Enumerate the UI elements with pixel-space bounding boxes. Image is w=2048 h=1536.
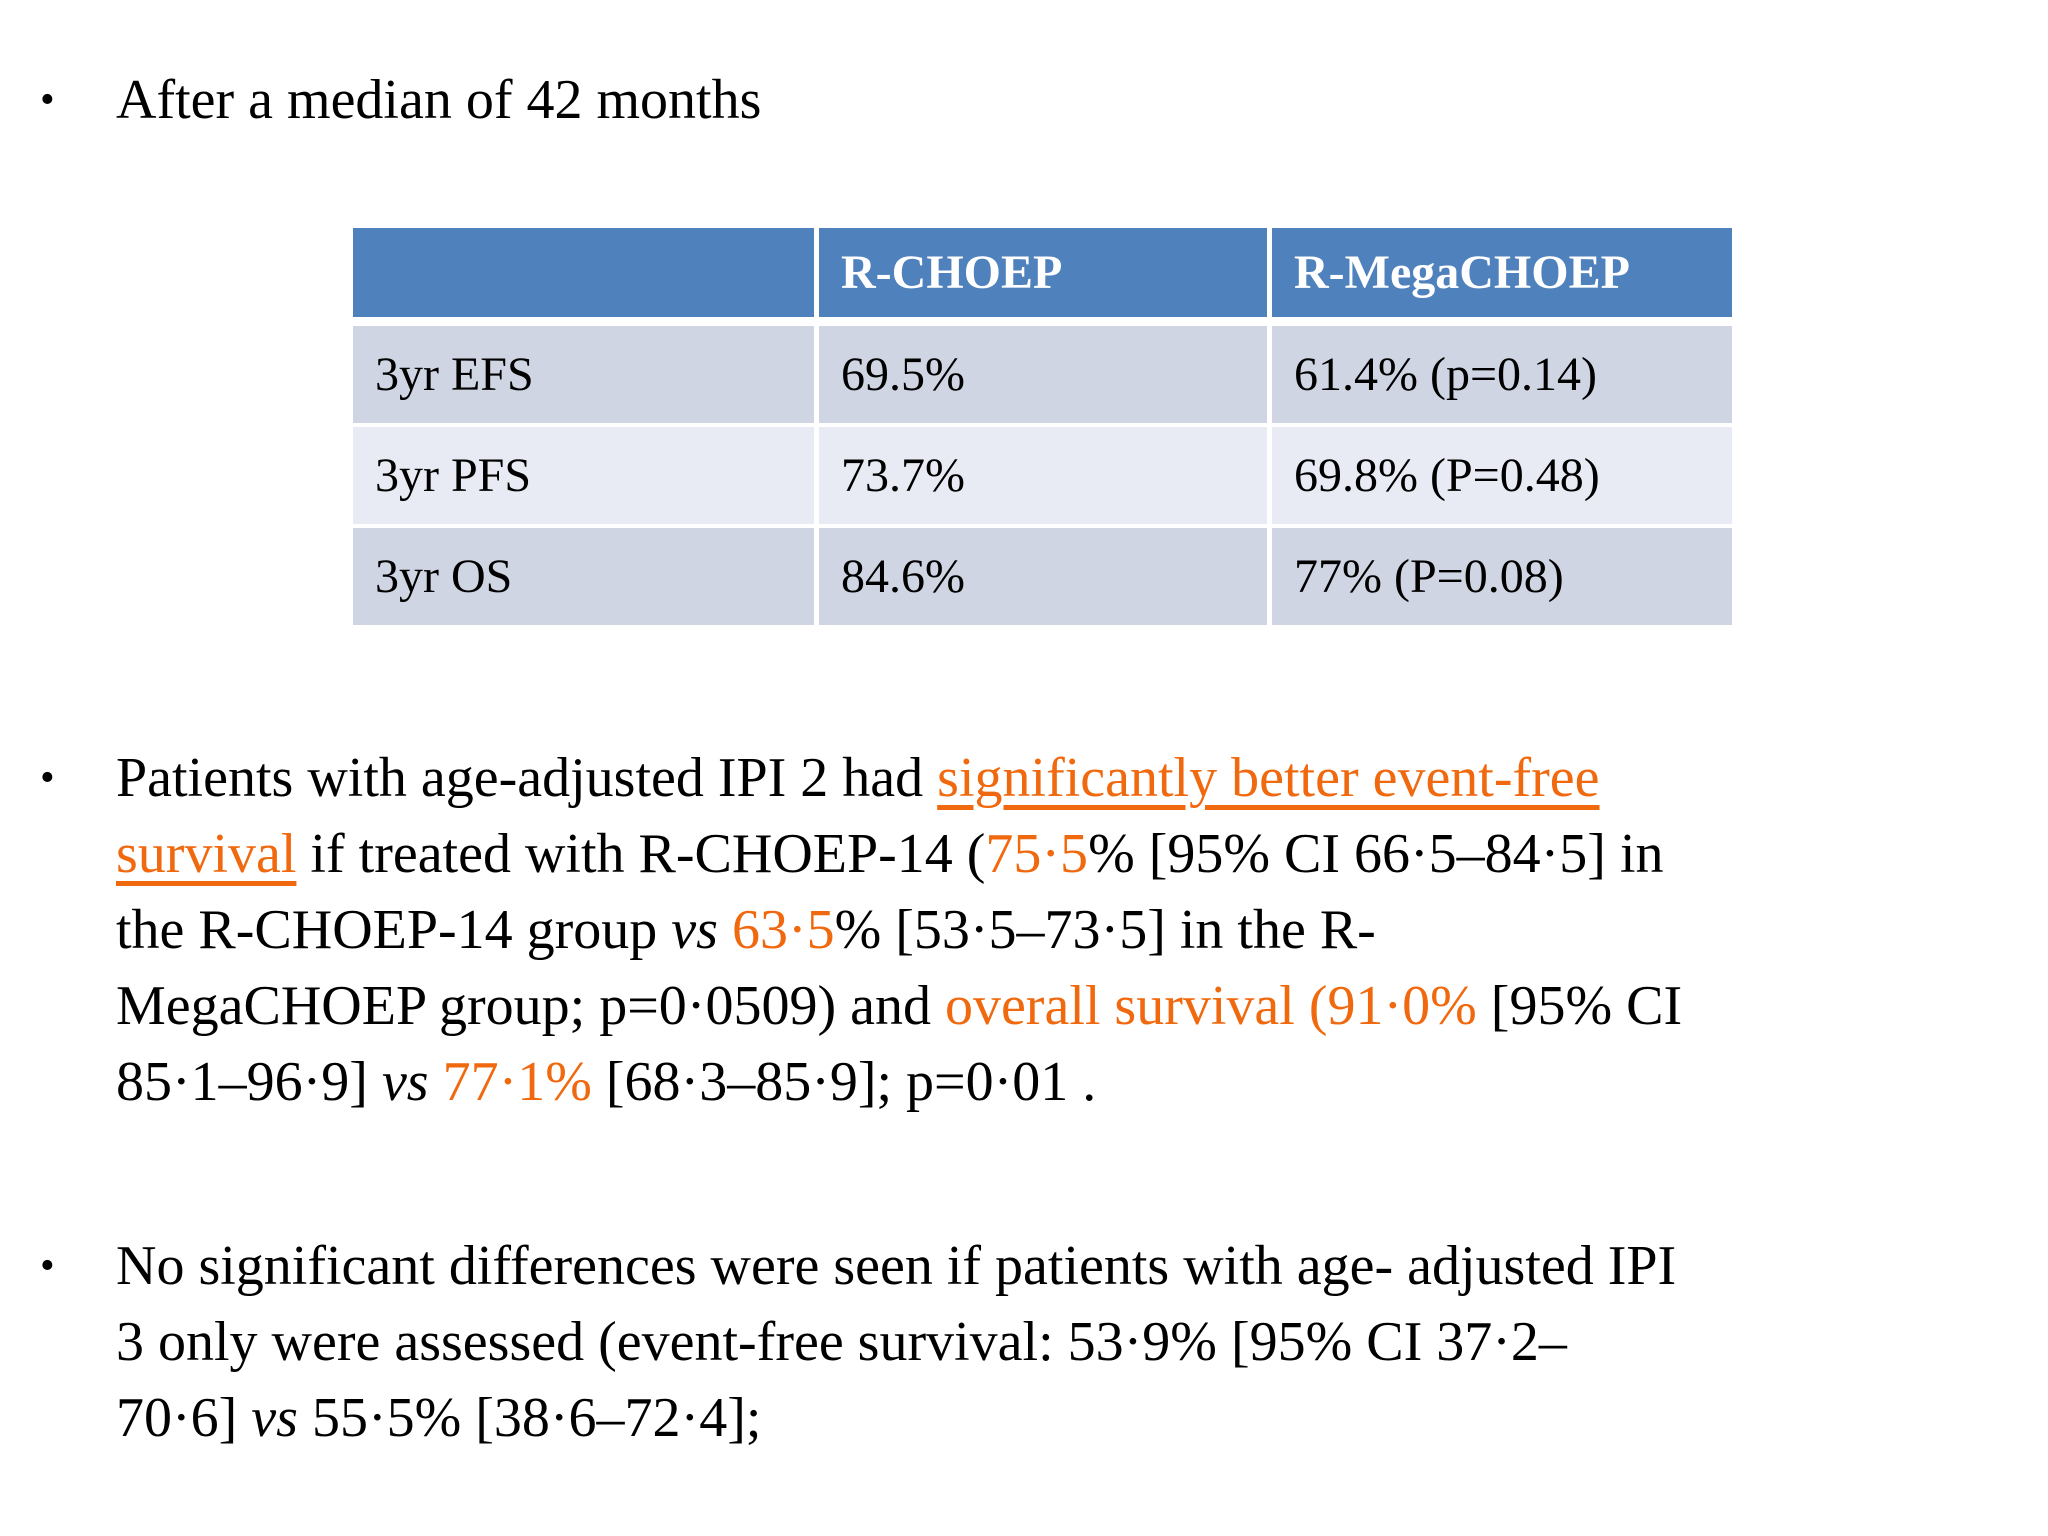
bullet-text-ipi3: No significant differences were seen if … [116,1228,2028,1456]
text-run-normal: No significant differences were seen if … [116,1235,1677,1449]
bullet-icon: • [40,77,55,123]
text-run-normal: % [95% CI 66·5–84·5] in the R-CHOEP-14 g… [116,823,1664,961]
text-run-normal: if treated with R-CHOEP-14 ( [296,823,986,885]
text-run-italic: vs [381,1051,429,1113]
results-table-container: R-CHOEP R-MegaCHOEP 3yr EFS 69.5% 61.4% … [353,228,1737,629]
row-label-cell: 3yr OS [353,528,819,629]
text-run-italic: vs [671,899,718,961]
text-run-normal [429,1051,443,1113]
row-label-cell: 3yr PFS [353,427,819,528]
text-run-normal: % [53·5–73·5] in the R- MegaCHOEP group;… [116,899,1376,1037]
table-header-row: R-CHOEP R-MegaCHOEP [353,228,1737,326]
text-run-normal: [95% CI 85·1–96·9] [116,975,1683,1113]
table-row-os: 3yr OS 84.6% 77% (P=0.08) [353,528,1737,629]
text-run-normal [718,899,732,961]
bullet-item-median: • After a median of 42 months [0,62,2028,138]
bullet-text-median: After a median of 42 months [116,69,762,131]
column-header-rchoep: R-CHOEP [819,228,1272,326]
text-run-orange: 77·1% [442,1051,592,1113]
table-row-pfs: 3yr PFS 73.7% 69.8% (P=0.48) [353,427,1737,528]
value-cell: 69.8% (P=0.48) [1272,427,1737,528]
value-cell: 61.4% (p=0.14) [1272,326,1737,427]
column-header-blank [353,228,819,326]
value-cell: 84.6% [819,528,1272,629]
results-table: R-CHOEP R-MegaCHOEP 3yr EFS 69.5% 61.4% … [353,228,1737,629]
bullet-item-ipi3: • No significant differences were seen i… [0,1228,2028,1456]
bullet-text-ipi2: Patients with age-adjusted IPI 2 had sig… [116,740,2028,1120]
bullet-icon: • [40,1243,55,1289]
text-run-orange: overall survival (91·0% [944,975,1477,1037]
text-run-orange-underline: significantly better event-free survival [116,747,1600,885]
bullet-item-ipi2: • Patients with age-adjusted IPI 2 had s… [0,740,2028,1120]
bullet-icon: • [40,755,55,801]
column-header-rmegachoep: R-MegaCHOEP [1272,228,1737,326]
text-run-normal: [68·3–85·9]; p=0·01 . [591,1051,1097,1113]
text-run-italic: vs [251,1387,298,1449]
value-cell: 77% (P=0.08) [1272,528,1737,629]
row-label-cell: 3yr EFS [353,326,819,427]
value-cell: 73.7% [819,427,1272,528]
text-run-normal: Patients with age-adjusted IPI 2 had [116,747,938,809]
text-run-orange: 63·5 [731,899,835,961]
table-row-efs: 3yr EFS 69.5% 61.4% (p=0.14) [353,326,1737,427]
value-cell: 69.5% [819,326,1272,427]
text-run-orange: 75·5 [985,823,1089,885]
text-run-normal: 55·5% [38·6–72·4]; [297,1387,762,1449]
